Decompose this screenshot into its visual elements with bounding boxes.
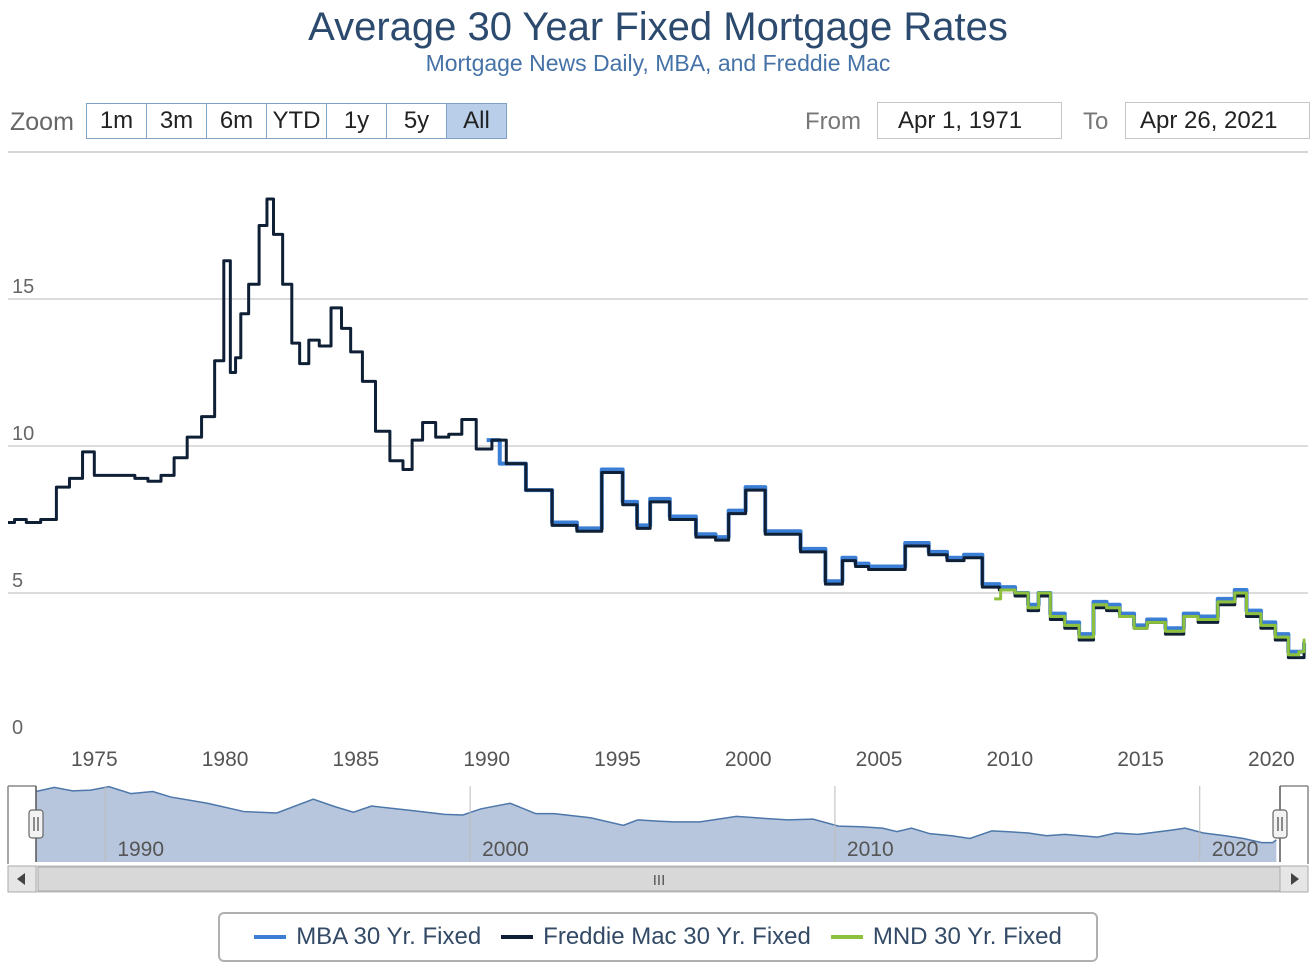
x-tick-label: 1980 (202, 748, 249, 771)
x-tick-label: 2020 (1248, 748, 1295, 771)
from-label: From (805, 108, 861, 135)
zoom-ytd-button[interactable]: YTD (267, 104, 327, 138)
y-tick-label: 5 (12, 570, 23, 592)
chart-subtitle: Mortgage News Daily, MBA, and Freddie Ma… (425, 50, 891, 76)
y-tick-label: 10 (12, 423, 34, 445)
x-tick-label: 2000 (725, 748, 772, 771)
navigator-tick-label: 2020 (1212, 838, 1259, 861)
legend: MBA 30 Yr. Fixed Freddie Mac 30 Yr. Fixe… (218, 912, 1098, 962)
legend-item-mba[interactable]: MBA 30 Yr. Fixed (254, 923, 481, 951)
legend-item-freddie[interactable]: Freddie Mac 30 Yr. Fixed (501, 923, 811, 951)
navigator-area (36, 786, 1277, 862)
to-date-input[interactable]: Apr 26, 2021 (1125, 102, 1310, 139)
legend-swatch-freddie (501, 935, 534, 939)
zoom-1y-button[interactable]: 1y (327, 104, 387, 138)
scroll-right-button[interactable] (1279, 865, 1309, 893)
legend-item-mnd[interactable]: MND 30 Yr. Fixed (830, 923, 1062, 951)
legend-label-mnd: MND 30 Yr. Fixed (872, 923, 1062, 950)
y-tick-label: 0 (12, 717, 23, 739)
zoom-6m-button[interactable]: 6m (207, 104, 267, 138)
chart-title: Average 30 Year Fixed Mortgage Rates (308, 5, 1008, 49)
x-tick-label: 1990 (463, 748, 510, 771)
navigator-left-handle[interactable] (28, 786, 44, 862)
x-tick-label: 1975 (71, 748, 118, 771)
chevron-right-icon (1291, 873, 1299, 885)
zoom-3m-button[interactable]: 3m (147, 104, 207, 138)
chevron-left-icon (17, 873, 25, 885)
series-line-mnd[interactable] (994, 588, 1306, 657)
scroll-left-button[interactable] (7, 865, 37, 893)
navigator-tick-label: 2010 (847, 838, 894, 861)
zoom-all-button[interactable]: All (447, 104, 506, 138)
scroll-grip-icon: III (653, 872, 666, 889)
navigator-right-handle[interactable] (1272, 786, 1288, 862)
legend-label-freddie: Freddie Mac 30 Yr. Fixed (543, 923, 811, 950)
navigator-tick-label: 2000 (482, 838, 529, 861)
scrollbar[interactable]: III (7, 865, 1309, 893)
navigator-tick-label: 1990 (117, 838, 164, 861)
y-tick-label: 15 (12, 276, 34, 298)
x-tick-label: 2010 (986, 748, 1033, 771)
x-tick-label: 1995 (594, 748, 641, 771)
legend-label-mba: MBA 30 Yr. Fixed (296, 923, 482, 950)
legend-swatch-mnd (830, 935, 863, 939)
series-line-freddie[interactable] (8, 197, 1306, 660)
to-label: To (1083, 108, 1109, 135)
zoom-1m-button[interactable]: 1m (87, 104, 147, 138)
x-tick-label: 2005 (856, 748, 903, 771)
navigator[interactable]: 1990 2000 2010 2020 (7, 785, 1309, 864)
zoom-5y-button[interactable]: 5y (387, 104, 447, 138)
legend-swatch-mba (254, 935, 287, 939)
navigator-line (35, 785, 1277, 844)
zoom-label: Zoom (10, 108, 74, 136)
zoom-button-group: 1m 3m 6m YTD 1y 5y All (86, 103, 507, 139)
x-tick-label: 1985 (333, 748, 380, 771)
scrollbar-thumb[interactable]: III (37, 866, 1281, 892)
x-tick-label: 2015 (1117, 748, 1164, 771)
from-date-input[interactable]: Apr 1, 1971 (877, 102, 1062, 139)
